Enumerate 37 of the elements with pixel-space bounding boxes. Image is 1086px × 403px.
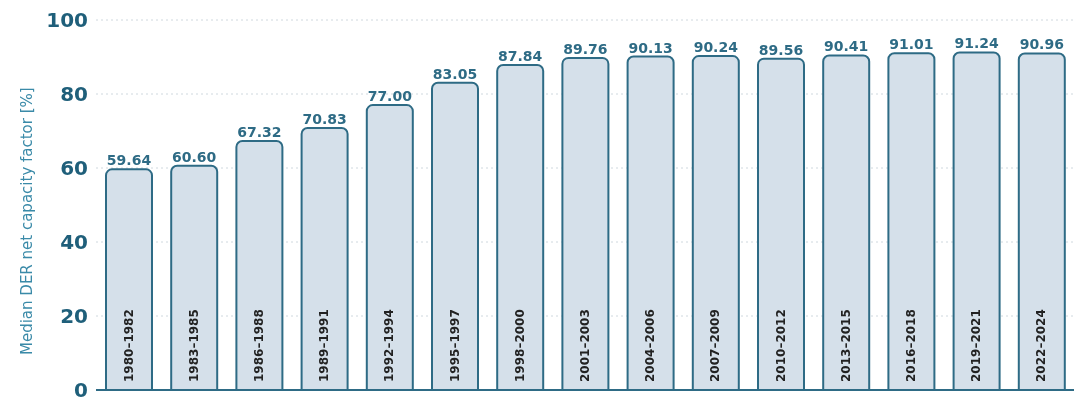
data-label: 87.84 [498,47,543,64]
x-tick-label: 1998–2000 [512,309,527,382]
data-label: 83.05 [432,65,478,82]
data-label: 60.60 [172,148,217,165]
x-tick-label: 1986–1988 [252,309,266,382]
y-tick-label: 80 [60,82,88,107]
x-tick-label: 1980–1982 [121,309,136,382]
x-tick-label: 2001–2003 [578,309,592,382]
data-label: 67.32 [237,123,282,140]
y-tick-label: 60 [60,156,88,181]
data-label: 59.64 [106,152,152,169]
data-label: 90.96 [1019,36,1064,53]
data-label: 91.01 [889,36,934,53]
y-tick-label: 100 [46,8,88,33]
x-tick-label: 1992–1994 [382,309,397,382]
x-tick-label: 2016–2018 [904,309,918,382]
x-tick-label: 2007–2009 [708,309,723,382]
data-label: 89.56 [758,41,804,58]
data-label: 90.13 [628,39,673,56]
data-label: 91.24 [954,35,999,52]
x-tick-label: 2022–2024 [1034,309,1049,382]
x-tick-label: 2013–2015 [838,309,853,382]
data-label: 89.76 [563,40,608,57]
x-tick-label: 2019–2021 [969,309,984,382]
data-label: 90.41 [824,38,869,55]
y-tick-label: 0 [74,378,88,403]
x-tick-label: 2010–2012 [773,309,788,382]
x-tick-label: 1983–1985 [186,309,201,382]
y-tick-label: 20 [60,304,88,329]
data-label: 77.00 [367,88,413,105]
data-label: 70.83 [302,110,347,127]
x-tick-label: 1995–1997 [447,309,462,382]
y-tick-label: 40 [60,230,88,255]
data-label: 90.24 [693,39,739,56]
y-axis-title: Median DER net capacity factor [%] [18,87,37,355]
x-tick-label: 2004–2006 [643,309,658,382]
x-tick-label: 1989–1991 [317,309,332,382]
